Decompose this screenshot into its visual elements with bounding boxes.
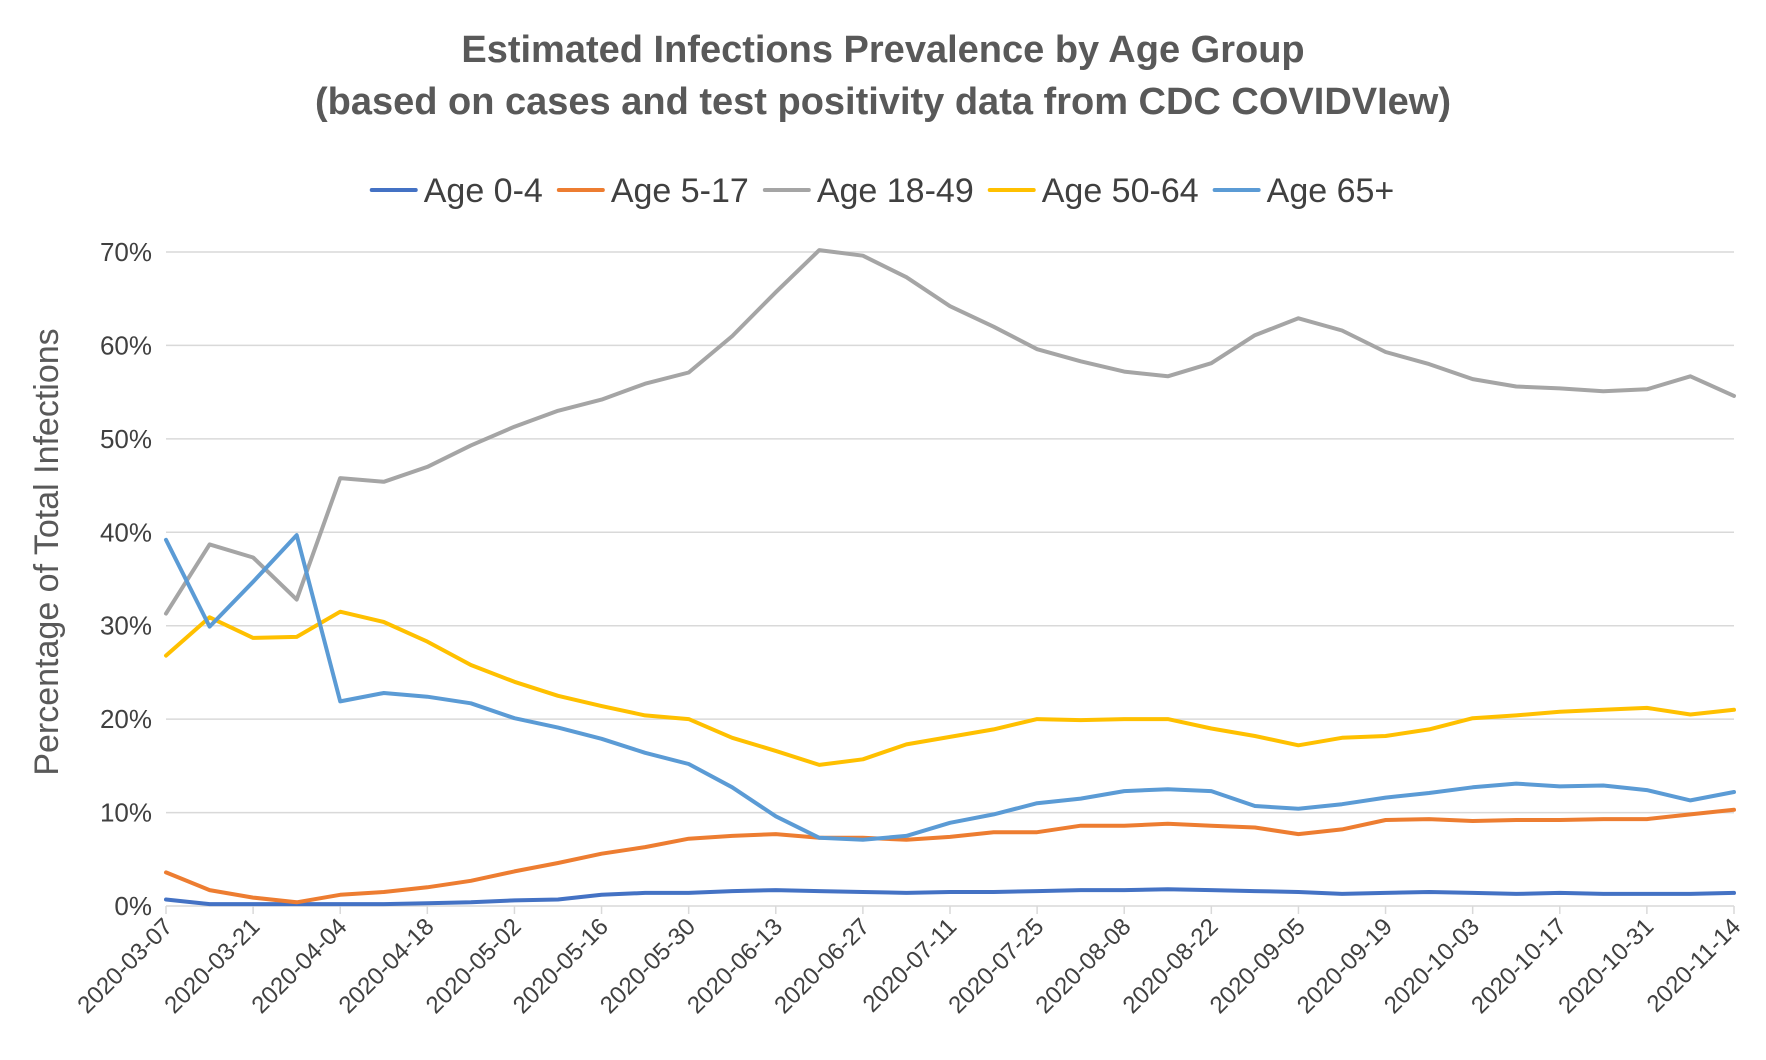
y-tick-label: 10% [100,798,152,828]
series-line-age-65 [164,533,1736,842]
y-tick-label: 40% [100,517,152,547]
y-axis-ticks: 0% 10% 20% 30% 40% 50% 60% 70% [100,237,152,921]
series-line-age-50-64 [164,609,1736,767]
legend-label-age-5-17: Age 5-17 [611,172,749,210]
series-line-age-5-17 [164,807,1736,905]
legend: Age 0-4 Age 5-17 Age 18-49 Age 50-64 Age 65+ [369,172,1395,210]
y-tick-label: 0% [114,891,152,921]
chart-title-line-2: (based on cases and test positivity data… [315,81,1451,123]
y-tick-label: 50% [100,424,152,454]
x-tick-label: 2020-10-31 [1553,913,1659,1019]
x-axis-ticks: 2020-03-072020-03-212020-04-042020-04-18… [72,906,1746,1019]
legend-label-age-0-4: Age 0-4 [424,172,543,210]
series-line-age-18-49 [164,248,1736,616]
y-axis-label: Percentage of Total Infections [28,328,66,775]
y-tick-label: 30% [100,611,152,641]
y-tick-label: 20% [100,704,152,734]
y-tick-label: 60% [100,330,152,360]
legend-label-age-18-49: Age 18-49 [817,172,974,210]
chart-title-line-1: Estimated Infections Prevalence by Age G… [461,29,1304,71]
x-tick-label: 2020-06-27 [769,913,875,1019]
legend-label-age-50-64: Age 50-64 [1042,172,1199,210]
legend-label-age-65: Age 65+ [1267,172,1395,210]
gridlines [166,251,1734,907]
series-line-age-0-4 [164,887,1736,907]
series-lines [164,248,1736,907]
y-tick-label: 70% [100,237,152,267]
x-tick-label: 2020-11-14 [1642,913,1747,1018]
